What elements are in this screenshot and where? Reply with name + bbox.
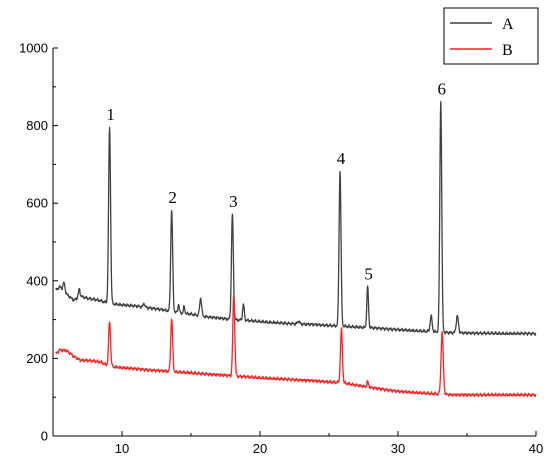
axes: 0 200 400 600 800 1000 10 20 30 40 bbox=[19, 41, 543, 457]
legend-box bbox=[443, 7, 539, 65]
peak-annotations: 1 2 3 4 5 6 bbox=[106, 80, 446, 284]
y-tick-label: 0 bbox=[41, 429, 48, 444]
series-line-A bbox=[55, 100, 537, 337]
series-line-B bbox=[55, 294, 537, 398]
y-tick-label: 800 bbox=[26, 118, 48, 133]
legend-label-A: A bbox=[502, 16, 514, 33]
x-tick-label: 20 bbox=[253, 441, 267, 456]
peak-label: 1 bbox=[106, 105, 115, 124]
legend-label-B: B bbox=[502, 42, 513, 59]
peak-label: 2 bbox=[168, 188, 177, 207]
peak-label: 4 bbox=[337, 149, 346, 168]
peak-label: 5 bbox=[364, 265, 373, 284]
legend: AB bbox=[443, 7, 539, 65]
y-tick-label: 400 bbox=[26, 273, 48, 288]
series-lines bbox=[55, 100, 537, 398]
x-tick-label: 40 bbox=[529, 441, 543, 456]
y-tick-label: 1000 bbox=[19, 41, 48, 56]
x-tick-label: 30 bbox=[391, 441, 405, 456]
peak-label: 6 bbox=[438, 80, 447, 99]
x-tick-label: 10 bbox=[115, 441, 129, 456]
y-tick-label: 200 bbox=[26, 351, 48, 366]
peak-label: 3 bbox=[229, 192, 238, 211]
y-tick-label: 600 bbox=[26, 196, 48, 211]
